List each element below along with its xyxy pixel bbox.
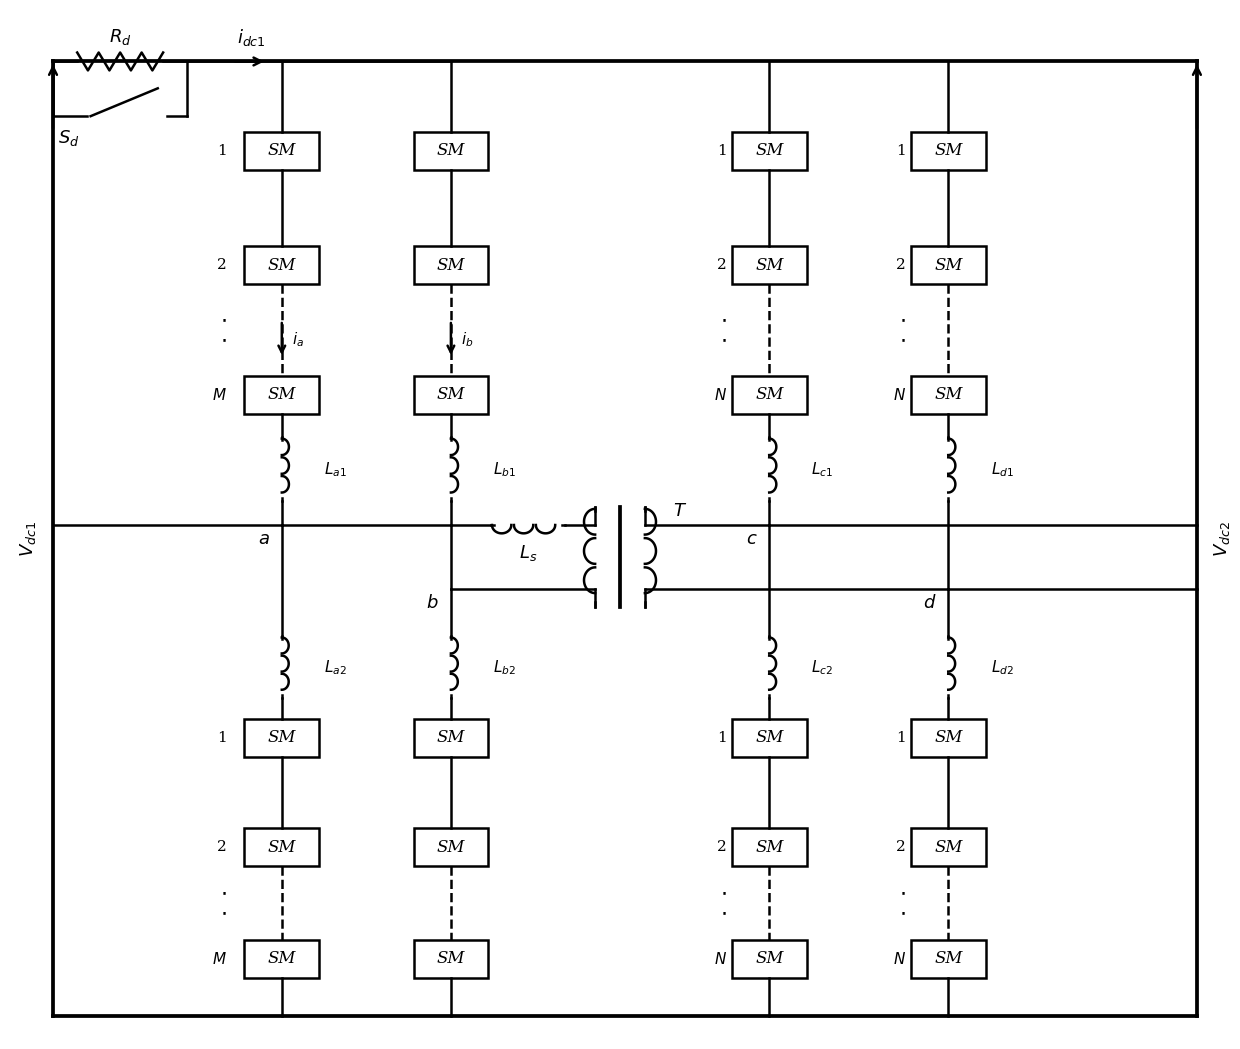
FancyBboxPatch shape [244,719,319,756]
FancyBboxPatch shape [732,940,806,978]
FancyBboxPatch shape [414,132,489,170]
Text: $L_{c2}$: $L_{c2}$ [811,658,833,677]
FancyBboxPatch shape [911,247,986,284]
Text: 2: 2 [897,258,906,273]
Text: SM: SM [934,386,962,403]
Text: SM: SM [755,257,784,274]
Text: $V_{dc1}$: $V_{dc1}$ [19,521,38,557]
Text: $N$: $N$ [893,387,906,403]
Text: 1: 1 [897,731,906,745]
FancyBboxPatch shape [911,719,986,756]
Text: SM: SM [436,729,465,747]
Text: 1: 1 [897,144,906,158]
Text: SM: SM [268,386,296,403]
Text: 1: 1 [717,731,727,745]
Text: SM: SM [934,950,962,967]
Text: SM: SM [436,143,465,159]
Text: $\cdot$: $\cdot$ [219,311,227,330]
Text: $L_{c1}$: $L_{c1}$ [811,459,833,478]
Text: $b$: $b$ [427,594,439,612]
Text: $L_{d2}$: $L_{d2}$ [991,658,1013,677]
FancyBboxPatch shape [911,940,986,978]
Text: SM: SM [934,257,962,274]
Text: $N$: $N$ [714,950,727,967]
Text: SM: SM [268,729,296,747]
FancyBboxPatch shape [414,247,489,284]
Text: $L_s$: $L_s$ [518,543,537,563]
Text: $N$: $N$ [893,950,906,967]
Text: SM: SM [436,386,465,403]
Text: $\cdot$: $\cdot$ [720,311,727,330]
Text: $R_d$: $R_d$ [109,26,131,46]
Text: $i_b$: $i_b$ [461,330,474,349]
Text: $\cdot$: $\cdot$ [219,330,227,350]
Text: SM: SM [436,257,465,274]
Text: SM: SM [436,839,465,856]
Text: $T$: $T$ [673,502,687,520]
Text: $\cdot$: $\cdot$ [899,883,906,903]
Text: $V_{dc2}$: $V_{dc2}$ [1211,521,1231,557]
FancyBboxPatch shape [414,829,489,866]
Text: 2: 2 [897,840,906,854]
Text: $S_d$: $S_d$ [58,128,79,148]
FancyBboxPatch shape [732,132,806,170]
Text: $\cdot$: $\cdot$ [899,903,906,923]
Text: SM: SM [268,839,296,856]
Text: $i_a$: $i_a$ [291,330,304,349]
Text: $M$: $M$ [212,950,227,967]
Text: $\cdot$: $\cdot$ [219,903,227,923]
FancyBboxPatch shape [911,132,986,170]
Text: SM: SM [268,950,296,967]
FancyBboxPatch shape [244,132,319,170]
FancyBboxPatch shape [414,940,489,978]
Text: $\cdot$: $\cdot$ [899,330,906,350]
Text: SM: SM [934,143,962,159]
FancyBboxPatch shape [244,940,319,978]
Text: SM: SM [755,729,784,747]
Text: $L_{a1}$: $L_{a1}$ [324,459,347,478]
FancyBboxPatch shape [911,376,986,413]
Text: 2: 2 [217,840,227,854]
Text: 1: 1 [717,144,727,158]
FancyBboxPatch shape [414,376,489,413]
Text: SM: SM [436,950,465,967]
FancyBboxPatch shape [911,829,986,866]
Text: $M$: $M$ [212,387,227,403]
Text: $L_{d1}$: $L_{d1}$ [991,459,1013,478]
Text: $L_{b2}$: $L_{b2}$ [494,658,516,677]
Text: $L_{b1}$: $L_{b1}$ [494,459,516,478]
Text: $\cdot$: $\cdot$ [899,311,906,330]
Text: 2: 2 [717,840,727,854]
Text: $\cdot$: $\cdot$ [720,883,727,903]
Text: $\cdot$: $\cdot$ [219,883,227,903]
Text: $i_{dc1}$: $i_{dc1}$ [237,26,265,47]
FancyBboxPatch shape [414,719,489,756]
FancyBboxPatch shape [732,719,806,756]
Text: SM: SM [755,143,784,159]
FancyBboxPatch shape [732,829,806,866]
Text: SM: SM [268,257,296,274]
Text: SM: SM [755,950,784,967]
FancyBboxPatch shape [244,247,319,284]
Text: SM: SM [934,839,962,856]
Text: SM: SM [755,386,784,403]
Text: $N$: $N$ [714,387,727,403]
FancyBboxPatch shape [244,829,319,866]
Text: $a$: $a$ [258,530,270,548]
Text: SM: SM [934,729,962,747]
FancyBboxPatch shape [732,376,806,413]
Text: $d$: $d$ [923,594,936,612]
Text: $\cdot$: $\cdot$ [720,330,727,350]
Text: SM: SM [755,839,784,856]
Text: $c$: $c$ [745,530,758,548]
Text: $L_{a2}$: $L_{a2}$ [324,658,347,677]
FancyBboxPatch shape [244,376,319,413]
Text: 2: 2 [717,258,727,273]
Text: SM: SM [268,143,296,159]
Text: 1: 1 [217,731,227,745]
FancyBboxPatch shape [732,247,806,284]
Text: $\cdot$: $\cdot$ [720,903,727,923]
Text: 2: 2 [217,258,227,273]
Text: 1: 1 [217,144,227,158]
